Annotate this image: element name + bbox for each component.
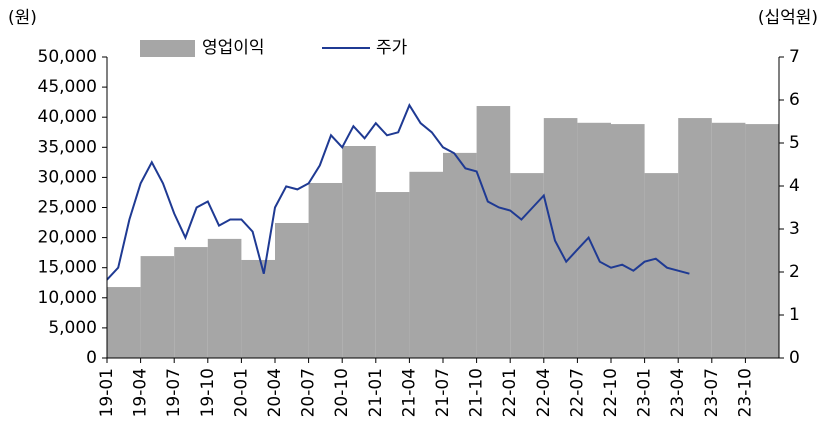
y2-axis-label: (십억원)	[758, 8, 818, 28]
x-tick-label: 22-01	[500, 368, 520, 417]
y2-tick-label: 5	[789, 133, 800, 153]
y2-tick-label: 1	[789, 305, 800, 325]
y-tick-label: 45,000	[38, 77, 97, 97]
y2-tick-label: 4	[789, 176, 800, 196]
y-tick-label: 10,000	[38, 288, 97, 308]
legend-label: 주가	[376, 38, 408, 58]
bar	[409, 171, 443, 358]
x-tick-label: 19-04	[131, 368, 151, 417]
legend-label: 영업이익	[202, 38, 265, 58]
bar	[207, 238, 242, 358]
bar	[275, 222, 309, 358]
y2-tick-label: 6	[789, 90, 800, 110]
x-tick-label: 22-10	[601, 368, 621, 417]
y-tick-label: 0	[86, 348, 97, 368]
x-tick-label: 19-07	[164, 368, 184, 417]
x-tick-label: 20-10	[332, 368, 352, 417]
x-tick-label: 19-01	[97, 368, 117, 417]
bar	[644, 173, 679, 358]
bar	[174, 247, 208, 358]
bar	[342, 146, 376, 358]
bar	[476, 106, 511, 359]
y-axis-label: (원)	[8, 8, 37, 28]
bar	[577, 122, 611, 358]
bar	[443, 152, 477, 358]
bar	[711, 122, 746, 358]
x-tick-label: 23-01	[635, 368, 655, 417]
y2-tick-label: 2	[789, 262, 800, 282]
y-tick-label: 5,000	[48, 318, 97, 338]
x-tick-label: 20-04	[265, 368, 285, 417]
bar	[611, 124, 645, 358]
y-tick-label: 30,000	[38, 167, 97, 187]
x-tick-label: 23-10	[735, 368, 755, 417]
y2-tick-label: 3	[789, 219, 800, 239]
x-tick-label: 23-04	[668, 368, 688, 417]
price-line	[106, 103, 690, 281]
x-tick-label: 20-07	[299, 368, 319, 417]
y-tick-label: 20,000	[38, 228, 97, 248]
bar	[375, 192, 410, 358]
x-tick-label: 20-01	[231, 368, 251, 417]
bar	[308, 182, 343, 358]
bar	[678, 118, 712, 358]
bar	[241, 259, 275, 358]
bar	[745, 124, 779, 358]
bar	[510, 173, 544, 358]
y-tick-label: 35,000	[38, 137, 97, 157]
y-tick-label: 25,000	[38, 198, 97, 218]
bar	[140, 256, 175, 358]
y-tick-label: 50,000	[38, 47, 97, 67]
x-tick-label: 19-10	[198, 368, 218, 417]
bar	[543, 118, 578, 358]
legend-swatch	[140, 40, 195, 57]
x-tick-label: 21-01	[366, 368, 386, 417]
y-tick-label: 40,000	[38, 107, 97, 127]
x-tick-label: 21-10	[467, 368, 487, 417]
x-tick-label: 22-04	[534, 368, 554, 417]
bar	[107, 287, 141, 358]
y2-tick-label: 7	[789, 47, 800, 67]
x-tick-label: 23-07	[702, 368, 722, 417]
x-tick-label: 21-07	[433, 368, 453, 417]
y-tick-label: 15,000	[38, 258, 97, 278]
x-tick-label: 22-07	[567, 368, 587, 417]
y2-tick-label: 0	[789, 348, 800, 368]
x-tick-label: 21-04	[399, 368, 419, 417]
